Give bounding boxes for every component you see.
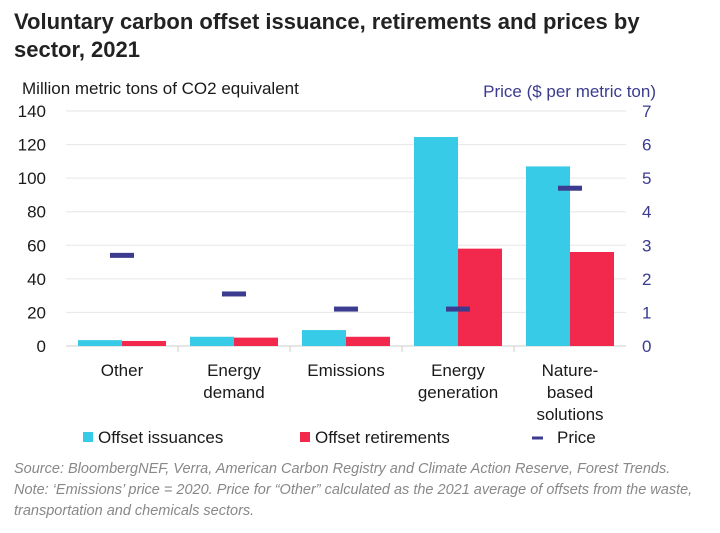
issuance-bar <box>302 330 346 346</box>
left-tick-label: 60 <box>27 236 46 255</box>
category-label-line: Energy <box>431 361 485 380</box>
source-note: Source: BloombergNEF, Verra, American Ca… <box>14 461 693 519</box>
legend-swatch-retirements <box>300 432 310 442</box>
right-tick-label: 7 <box>642 102 651 121</box>
retirement-bar <box>570 252 614 346</box>
issuance-bar <box>78 340 122 346</box>
retirement-bar <box>234 337 278 346</box>
legend-swatch-price <box>532 436 543 440</box>
legend-label-price: Price <box>557 428 596 447</box>
right-tick-label: 3 <box>642 236 651 255</box>
left-tick-label: 120 <box>18 136 46 155</box>
left-axis-label: Million metric tons of CO2 equivalent <box>22 79 299 98</box>
category-label-line: Other <box>101 361 144 380</box>
retirement-bar <box>346 336 390 346</box>
price-marker <box>446 306 470 312</box>
category-label: Energy demand <box>203 361 264 402</box>
right-tick-label: 2 <box>642 270 651 289</box>
price-marker <box>558 185 582 191</box>
right-tick-label: 0 <box>642 337 651 356</box>
category-label-line: demand <box>203 383 264 402</box>
left-tick-label: 140 <box>18 102 46 121</box>
left-tick-label: 0 <box>37 337 46 356</box>
price-marker <box>334 306 358 312</box>
left-tick-label: 100 <box>18 169 46 188</box>
retirement-bar <box>122 340 166 346</box>
bars <box>78 137 614 346</box>
category-label: Nature-based solutions <box>536 361 603 424</box>
right-tick-label: 1 <box>642 303 651 322</box>
legend-swatch-issuances <box>83 432 93 442</box>
left-tick-label: 80 <box>27 203 46 222</box>
issuance-bar <box>190 336 234 346</box>
issuance-bar <box>526 166 570 346</box>
category-label: Emissions <box>307 361 384 380</box>
right-tick-label: 6 <box>642 136 651 155</box>
left-axis-ticks: 0 20 40 60 80 100 120 140 <box>18 102 46 356</box>
category-label-line: Emissions <box>307 361 384 380</box>
category-labels: Other Energy demand Emissions Energy generati… <box>101 361 604 424</box>
price-marker <box>222 291 246 297</box>
category-label: Energy generation <box>418 361 498 402</box>
right-tick-label: 5 <box>642 169 651 188</box>
category-label-line: based <box>547 383 593 402</box>
right-axis-label: Price ($ per metric ton) <box>483 82 656 101</box>
legend-label-issuances: Offset issuances <box>98 428 223 447</box>
category-label-line: Energy <box>207 361 261 380</box>
left-tick-label: 20 <box>27 303 46 322</box>
issuance-bar <box>414 137 458 346</box>
right-axis-ticks: 0 1 2 3 4 5 6 7 <box>642 102 651 356</box>
retirement-bar <box>458 248 502 346</box>
price-markers <box>110 185 582 312</box>
chart-title: Voluntary carbon offset issuance, retire… <box>14 9 640 62</box>
category-label-line: Nature- <box>542 361 599 380</box>
right-tick-label: 4 <box>642 203 651 222</box>
left-tick-label: 40 <box>27 270 46 289</box>
legend: Offset issuances Offset retirements Price <box>83 428 596 447</box>
category-label-line: solutions <box>536 405 603 424</box>
chart-area: Million metric tons of CO2 equivalent Pr… <box>18 79 656 447</box>
price-marker <box>110 252 134 258</box>
legend-label-retirements: Offset retirements <box>315 428 450 447</box>
category-label-line: generation <box>418 383 498 402</box>
category-label: Other <box>101 361 144 380</box>
